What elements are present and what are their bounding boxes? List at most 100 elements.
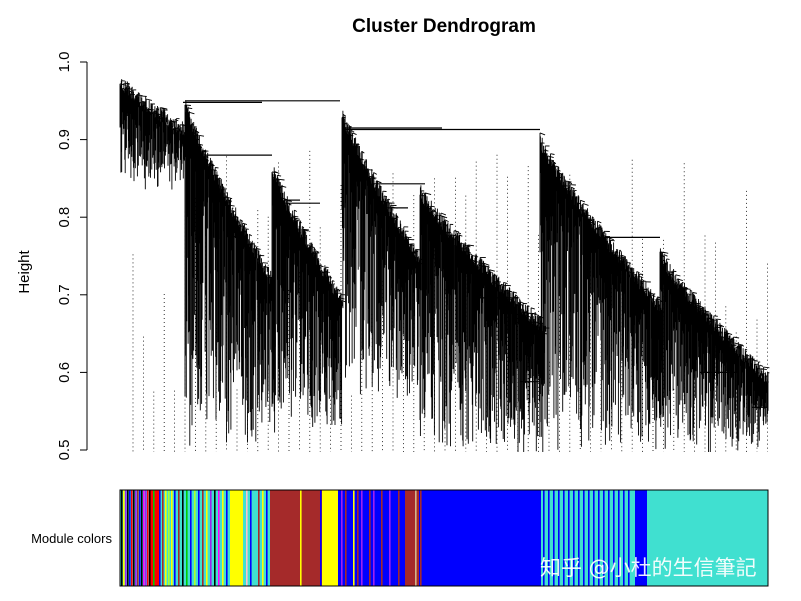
module-color-strip [405,490,419,586]
dendrogram-branch-join [326,269,329,271]
module-color-bar [120,490,768,586]
module-color-strip [623,490,625,586]
module-color-strip [262,490,264,586]
module-color-strip [578,490,580,586]
module-color-strip [162,490,164,586]
module-color-strip [254,490,256,586]
module-color-strip [198,490,200,586]
dendrogram-branch-join [303,228,309,231]
dendrogram-branch-join [483,262,490,266]
dendrogram-branch-join [289,203,292,206]
dendrogram-branch-join [398,226,401,229]
module-color-strip [153,490,155,586]
module-color-strip [246,490,248,586]
module-color-strip [214,490,216,586]
module-color-strip [135,490,137,586]
dendrogram-branch-join [716,318,721,321]
dendrogram-branch-join [304,229,309,232]
module-color-strip [230,490,243,586]
dendrogram-branch-join [489,269,495,272]
module-color-strip [131,490,133,586]
dendrogram-branch-join [233,210,236,213]
module-color-strip [266,490,268,586]
dendrogram-branch-join [554,161,557,165]
module-color-strip [349,490,351,586]
dendrogram-branch-join [657,296,661,299]
dendrogram-branch-join [301,226,305,229]
module-color-strip [420,490,422,586]
module-color-strip [381,490,383,586]
module-color-strip [186,490,188,586]
module-color-strip [373,490,375,586]
module-color-strip [300,490,302,586]
dendrogram-branch-join [332,280,335,282]
module-color-strip [171,490,173,586]
module-color-strip [357,490,359,586]
dendrogram-branch-join [274,171,280,174]
dendrogram-branch-join [689,289,693,292]
module-color-strip [563,490,565,586]
dendrogram-branch-join [678,278,680,280]
dendrogram-branch-join [566,180,572,183]
dendrogram-branch-join [342,113,346,117]
module-color-strip [593,490,595,586]
dendrogram-branch-join [609,237,614,241]
module-color-strip [149,490,151,586]
module-color-strip [553,490,555,586]
dendrogram-branch-join [361,150,365,154]
module-color-strip [127,490,129,586]
module-color-bar-border [119,489,769,587]
module-color-strip [618,490,620,586]
module-color-strip [635,490,647,586]
dendrogram-branch-join [254,245,257,247]
module-color-strip [168,490,170,586]
module-color-strip [385,490,387,586]
dendrogram-branch-join [425,192,432,196]
module-color-strip [353,490,355,586]
dendrogram-branch-join [675,274,681,277]
module-color-strip [361,490,363,586]
module-color-strip [133,490,135,586]
module-color-strip [174,490,176,586]
dendrogram-branch-join [597,220,602,224]
module-color-strip [377,490,379,586]
module-color-strip [613,490,615,586]
module-color-strip [419,490,541,586]
module-color-strip [389,490,391,586]
dendrogram-branch-join [315,250,319,253]
dendrogram-branch-join [249,234,252,237]
module-color-strip [206,490,208,586]
dendrogram-branch-join [503,281,508,285]
dendrogram-branch-join [292,215,299,218]
module-color-strip [129,490,131,586]
dendrogram-branch-join [571,186,576,190]
module-color-strip [250,490,252,586]
chart-title: Cluster Dendrogram [352,16,536,37]
module-color-strip [320,490,322,586]
dendrogram-branch-join [636,271,640,274]
module-color-strip [322,490,327,586]
dendrogram-branch-join [396,215,399,218]
module-color-strip [583,490,585,586]
dendrogram-branch-join [692,292,697,294]
dendrogram-branch-join [440,212,447,216]
module-color-strip [573,490,575,586]
dendrogram-branch-join [619,249,622,253]
dendrogram-branch-join [573,190,576,193]
dendrogram-branch-join [161,107,168,110]
dendrogram-branch-join [759,364,764,367]
dendrogram-branch-join [352,132,357,136]
dendrogram-branch-join [582,203,589,206]
dendrogram-branch-join [568,181,573,185]
dendrogram-branch-join [373,172,378,175]
module-color-strip [125,490,127,586]
watermark-text: 知乎 @小杜的生信筆記 [540,556,757,580]
module-color-strip [182,490,184,586]
module-color-strip [145,490,147,586]
module-color-strip [147,490,149,586]
dendrogram-branch-join [294,209,298,212]
module-color-strip [365,490,367,586]
module-color-strip [194,490,196,586]
module-colors-label: Module colors [31,531,112,546]
module-color-strip [647,490,768,586]
